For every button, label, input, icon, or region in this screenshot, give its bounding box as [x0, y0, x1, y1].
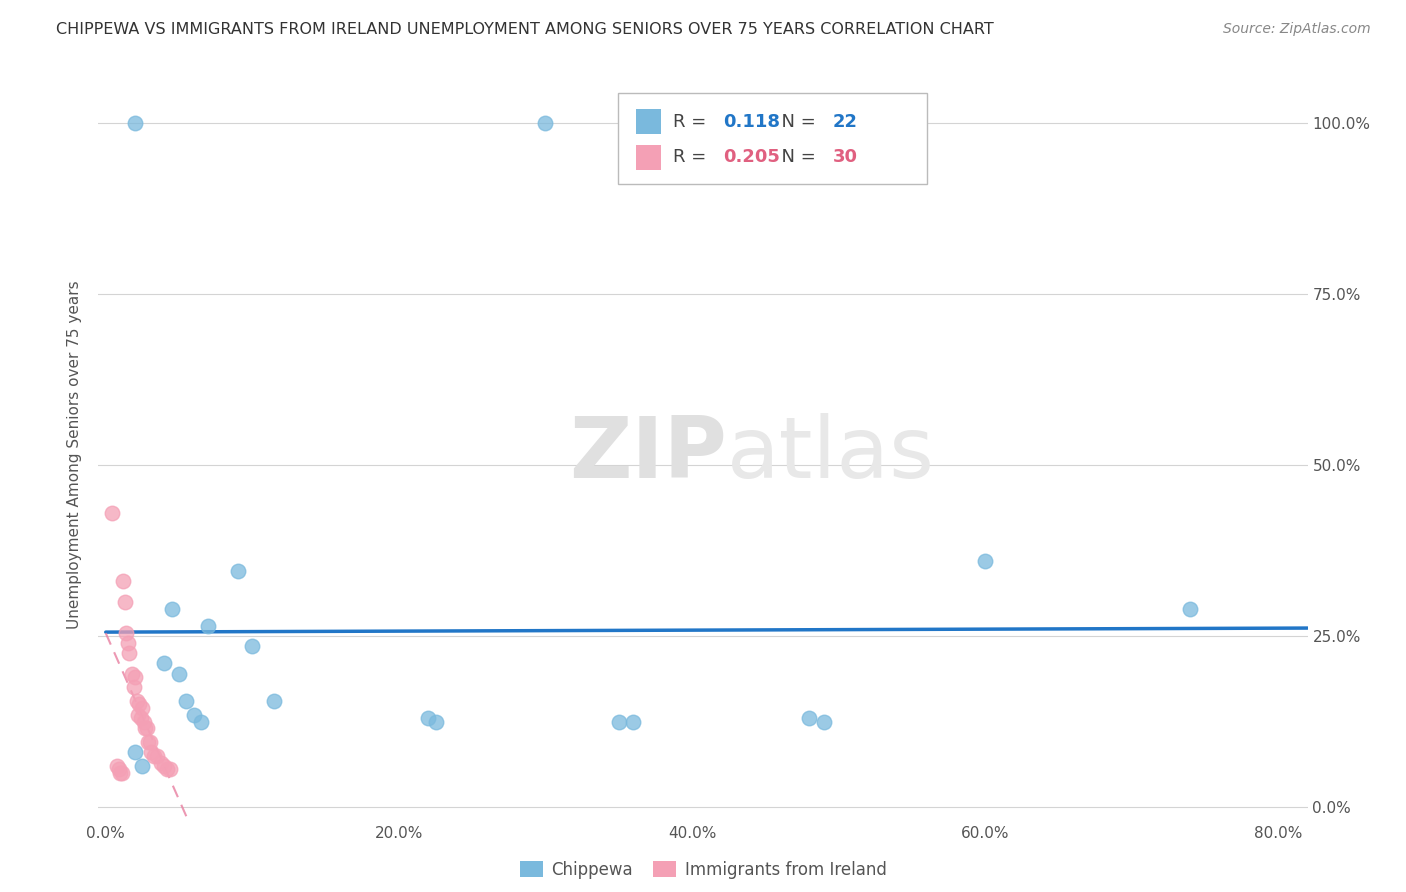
Point: [107, 759, 129, 773]
Point: [100, 506, 122, 520]
Text: 22: 22: [832, 112, 858, 131]
Point: [131, 759, 153, 773]
Legend: Chippewa, Immigrants from Ireland: Chippewa, Immigrants from Ireland: [513, 855, 893, 886]
Point: [156, 763, 179, 777]
Point: [146, 748, 169, 763]
Point: [115, 625, 138, 640]
Point: [160, 601, 183, 615]
Point: [127, 707, 149, 722]
Point: [114, 595, 136, 609]
Point: [118, 646, 141, 660]
Point: [134, 722, 156, 736]
Point: [153, 657, 176, 671]
Text: 0.118: 0.118: [724, 112, 780, 131]
Text: 30: 30: [832, 148, 858, 166]
Point: [121, 666, 143, 681]
Point: [607, 714, 630, 729]
Point: [117, 636, 139, 650]
Text: N =: N =: [769, 112, 821, 131]
Point: [124, 745, 146, 759]
Point: [141, 745, 163, 759]
Point: [1180, 601, 1202, 615]
Text: Source: ZipAtlas.com: Source: ZipAtlas.com: [1223, 22, 1371, 37]
Text: ZIP: ZIP: [569, 413, 727, 497]
Point: [110, 765, 132, 780]
Text: R =: R =: [673, 148, 711, 166]
Text: atlas: atlas: [727, 413, 935, 497]
Point: [128, 698, 150, 712]
Point: [132, 714, 155, 729]
Point: [534, 116, 557, 130]
Point: [159, 763, 181, 777]
FancyBboxPatch shape: [619, 93, 927, 185]
Point: [167, 666, 190, 681]
Point: [197, 619, 219, 633]
Point: [124, 670, 146, 684]
Text: N =: N =: [769, 148, 821, 166]
Point: [425, 714, 447, 729]
Text: CHIPPEWA VS IMMIGRANTS FROM IRELAND UNEMPLOYMENT AMONG SENIORS OVER 75 YEARS COR: CHIPPEWA VS IMMIGRANTS FROM IRELAND UNEM…: [56, 22, 994, 37]
Point: [135, 722, 157, 736]
Point: [143, 748, 166, 763]
Point: [122, 681, 145, 695]
Point: [621, 714, 644, 729]
Point: [226, 564, 249, 578]
Text: R =: R =: [673, 112, 711, 131]
Text: 0.205: 0.205: [724, 148, 780, 166]
Point: [112, 574, 135, 589]
Point: [263, 694, 285, 708]
Point: [190, 714, 212, 729]
Y-axis label: Unemployment Among Seniors over 75 years: Unemployment Among Seniors over 75 years: [67, 281, 83, 629]
Point: [153, 759, 176, 773]
FancyBboxPatch shape: [637, 145, 661, 169]
Point: [150, 756, 173, 770]
Point: [183, 707, 205, 722]
Point: [131, 701, 153, 715]
Point: [176, 694, 198, 708]
Point: [813, 714, 835, 729]
Point: [124, 116, 146, 130]
Point: [136, 735, 159, 749]
Point: [108, 763, 131, 777]
Point: [974, 554, 997, 568]
FancyBboxPatch shape: [637, 110, 661, 134]
Point: [129, 711, 152, 725]
Point: [125, 694, 148, 708]
Point: [799, 711, 821, 725]
Point: [240, 640, 263, 654]
Point: [138, 735, 160, 749]
Point: [418, 711, 440, 725]
Point: [111, 765, 134, 780]
